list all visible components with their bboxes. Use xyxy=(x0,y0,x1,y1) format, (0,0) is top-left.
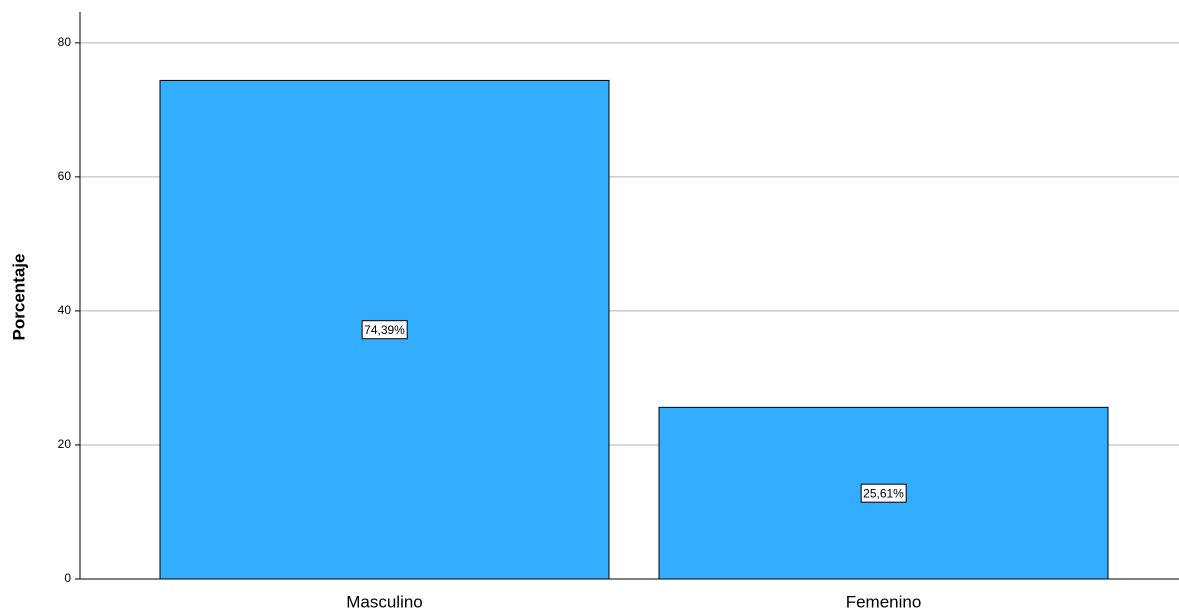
value-label-box xyxy=(361,320,408,340)
y-tick-label: 0 xyxy=(64,571,71,585)
y-tick-label: 40 xyxy=(58,303,72,317)
value-label-box xyxy=(860,483,907,503)
x-tick-label: Femenino xyxy=(846,592,922,611)
value-label-text: 74,39% xyxy=(364,323,405,337)
y-tick-label: 80 xyxy=(58,35,72,49)
y-tick-label: 20 xyxy=(58,437,72,451)
value-label: 25,61% xyxy=(860,483,907,503)
y-tick-label: 60 xyxy=(58,169,72,183)
y-axis-title: Porcentaje xyxy=(9,254,28,341)
x-tick-label: Masculino xyxy=(346,592,423,611)
value-label: 74,39% xyxy=(361,320,408,340)
value-label-text: 25,61% xyxy=(863,486,904,500)
